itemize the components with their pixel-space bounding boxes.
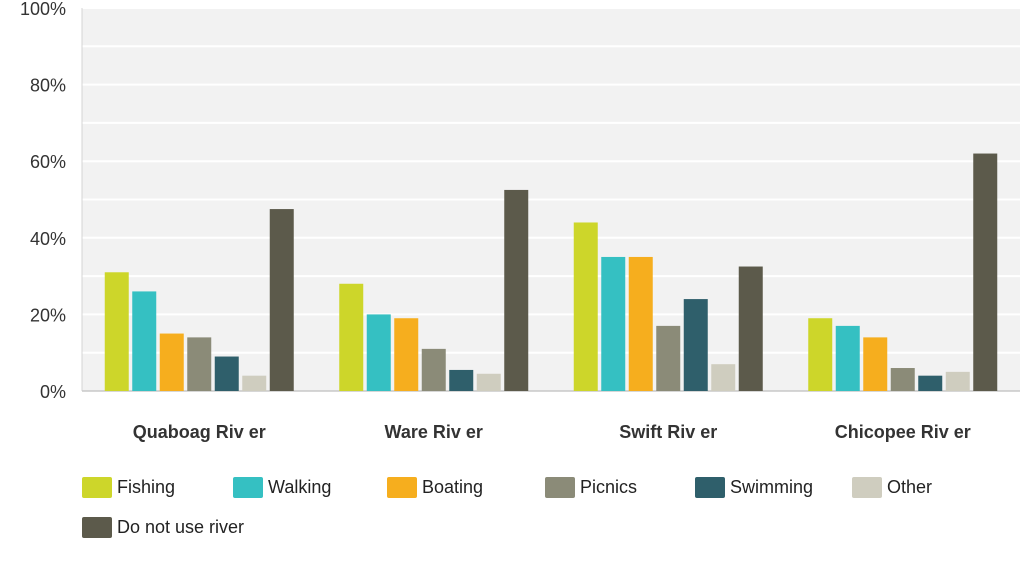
y-tick-label: 40% (30, 229, 66, 249)
grid-lines (82, 7, 1020, 354)
x-tick-label: Swift Riv er (619, 422, 717, 442)
legend-item: Picnics (545, 477, 637, 498)
legend-label: Swimming (730, 477, 813, 497)
legend-item: Boating (387, 477, 483, 498)
legend-swatch (545, 477, 575, 498)
y-tick-label: 80% (30, 76, 66, 96)
bar (339, 283, 364, 391)
x-tick-label: Quaboag Riv er (133, 422, 266, 442)
legend-item: Fishing (82, 477, 175, 498)
bar (449, 369, 474, 391)
bar (601, 256, 626, 391)
y-tick-label: 20% (30, 305, 66, 325)
bar (104, 272, 129, 391)
legend-swatch (695, 477, 725, 498)
legend-item: Walking (233, 477, 331, 498)
bar (421, 348, 446, 391)
bar (214, 356, 239, 391)
bar (918, 375, 943, 391)
bar (187, 337, 212, 391)
bar (738, 266, 763, 391)
bars (104, 153, 998, 391)
legend-label: Fishing (117, 477, 175, 497)
bar (863, 337, 888, 391)
bar (945, 371, 970, 391)
bar (132, 291, 157, 391)
bar (835, 325, 860, 391)
legend-swatch (82, 517, 112, 538)
y-tick-label: 60% (30, 152, 66, 172)
y-axis-tick-labels: 0% 20% 40% 60% 80% 100% (20, 0, 66, 402)
x-axis-category-labels: Quaboag Riv er Ware Riv er Swift Riv er Chi… (133, 422, 971, 442)
bar (394, 318, 419, 391)
bar (683, 299, 708, 391)
legend-item: Do not use river (82, 517, 244, 538)
bar (476, 373, 501, 391)
legend-label: Walking (268, 477, 331, 497)
y-tick-label: 0% (40, 382, 66, 402)
legend-swatch (82, 477, 112, 498)
bar (890, 368, 915, 391)
x-tick-label: Chicopee Riv er (835, 422, 971, 442)
bar (159, 333, 184, 391)
legend: Fishing Walking Boating Picnics Swimming Othe… (82, 477, 932, 538)
legend-swatch (387, 477, 417, 498)
bar (628, 256, 653, 391)
bar (573, 222, 598, 391)
bar (973, 153, 998, 391)
legend-label: Picnics (580, 477, 637, 497)
bar (656, 325, 681, 391)
bar (242, 375, 267, 391)
bar (711, 364, 736, 391)
legend-label: Boating (422, 477, 483, 497)
legend-item: Other (852, 477, 932, 498)
y-tick-label: 100% (20, 0, 66, 19)
x-tick-label: Ware Riv er (385, 422, 483, 442)
legend-label: Do not use river (117, 517, 244, 537)
bar (504, 189, 529, 391)
legend-swatch (233, 477, 263, 498)
legend-swatch (852, 477, 882, 498)
bar (366, 314, 391, 391)
legend-label: Other (887, 477, 932, 497)
bar (269, 209, 294, 391)
legend-item: Swimming (695, 477, 813, 498)
bar (808, 318, 833, 391)
